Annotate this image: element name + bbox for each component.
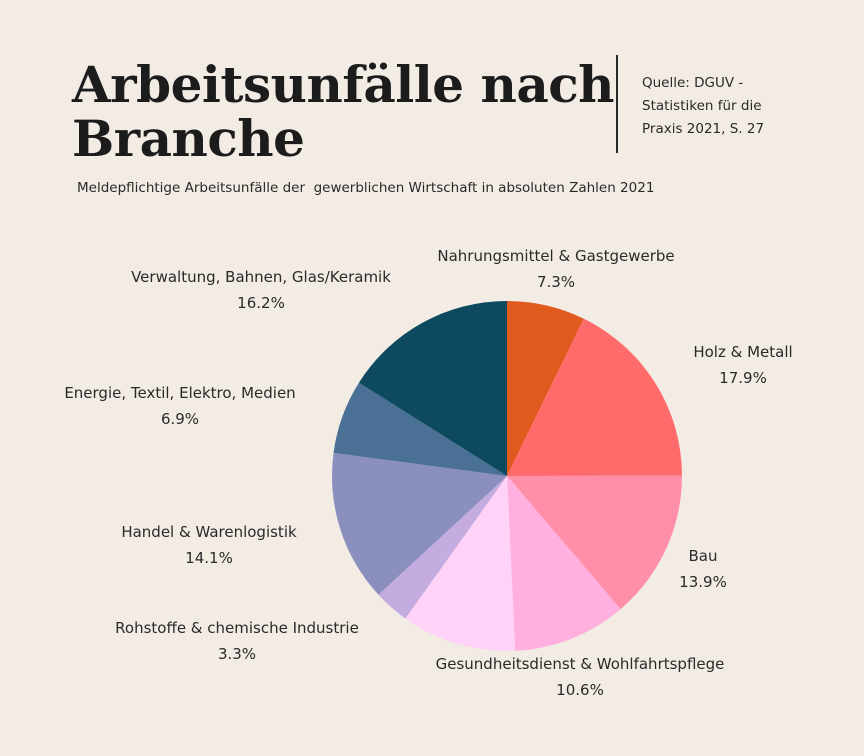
pie-slice-3 [507,476,621,651]
source-line-3: Praxis 2021, S. 27 [642,121,765,137]
title-line-1: Arbeitsunfälle nach [72,55,615,114]
source-line-2: Statistiken für die [642,98,762,114]
label-verwaltung: Verwaltung, Bahnen, Glas/Keramik 16.2% [131,264,391,316]
label-rohstoffe-value: 3.3% [217,645,257,663]
label-bau-value: 13.9% [679,573,727,591]
label-nahrungsmittel-value: 7.3% [536,273,576,291]
label-gesundheitsdienst-value: 10.6% [556,681,604,699]
label-nahrungsmittel-name: Nahrungsmittel & Gastgewerbe [437,247,675,265]
label-nahrungsmittel: Nahrungsmittel & Gastgewerbe 7.3% [437,243,674,295]
pie-slice-4 [405,476,516,652]
source-note: Quelle: DGUV - Statistiken für die Praxi… [642,72,792,141]
pie-slice-6 [331,452,507,595]
pie-slice-5 [378,476,507,619]
label-bau-name: Bau [688,547,718,565]
pie-slice-2 [507,475,683,610]
label-holz-metall-name: Holz & Metall [693,343,793,361]
pie-slice-8 [358,301,507,476]
source-line-1: Quelle: DGUV - [642,75,744,91]
label-handel: Handel & Warenlogistik 14.1% [121,519,296,571]
label-rohstoffe-name: Rohstoffe & chemische Industrie [115,619,359,637]
pie-slice-1 [507,318,682,476]
label-gesundheitsdienst: Gesundheitsdienst & Wohlfahrtspflege 10.… [436,651,725,703]
label-holz-metall: Holz & Metall 17.9% [693,339,792,391]
label-handel-name: Handel & Warenlogistik [121,523,297,541]
title-divider [616,55,618,153]
label-gesundheitsdienst-name: Gesundheitsdienst & Wohlfahrtspflege [435,655,725,673]
label-verwaltung-name: Verwaltung, Bahnen, Glas/Keramik [131,268,391,286]
chart-subtitle: Meldepflichtige Arbeitsunfälle der gewer… [77,180,655,196]
label-bau: Bau 13.9% [679,543,727,595]
pie-slice-0 [507,301,584,476]
label-holz-metall-value: 17.9% [719,369,767,387]
pie-slice-7 [333,382,507,476]
label-rohstoffe: Rohstoffe & chemische Industrie 3.3% [115,615,359,667]
label-handel-value: 14.1% [185,549,233,567]
label-energie-name: Energie, Textil, Elektro, Medien [64,384,296,402]
title-line-2: Branche [72,109,305,168]
label-energie-value: 6.9% [160,410,200,428]
label-energie: Energie, Textil, Elektro, Medien 6.9% [64,380,295,432]
label-verwaltung-value: 16.2% [237,294,285,312]
chart-title: Arbeitsunfälle nach Branche [72,55,615,168]
